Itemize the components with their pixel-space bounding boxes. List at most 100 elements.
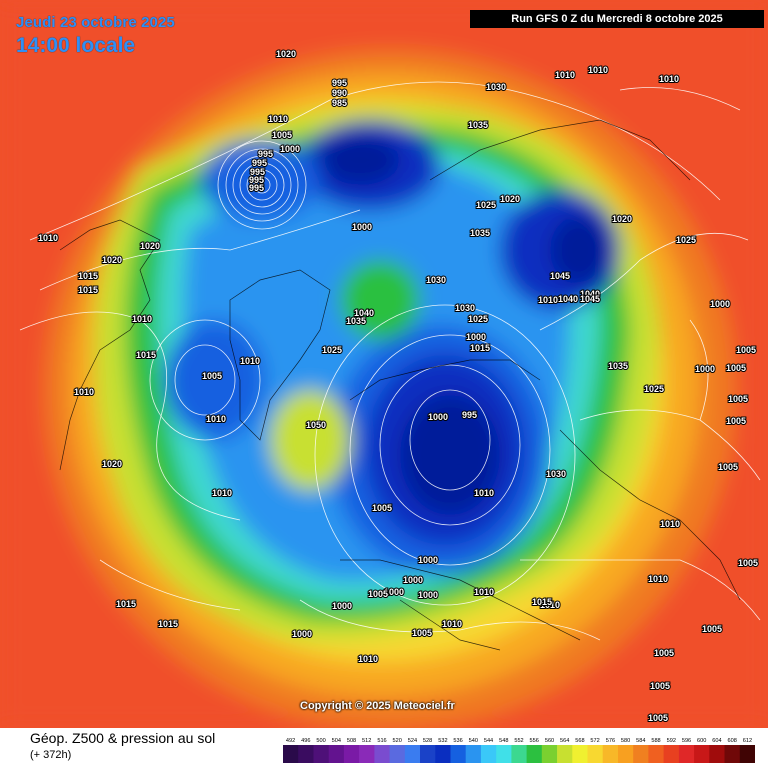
geopotential-field: [0, 0, 768, 728]
legend-swatch: [298, 745, 314, 763]
pressure-label: 1005: [718, 462, 738, 472]
legend-value: 500: [316, 738, 325, 744]
legend-swatch: [694, 745, 710, 763]
pressure-label: 1010: [240, 356, 260, 366]
pressure-label: 1005: [736, 345, 756, 355]
pressure-label: 1005: [368, 589, 388, 599]
pressure-label: 1040: [580, 289, 600, 299]
pressure-label: 1005: [726, 363, 746, 373]
pressure-label: 1010: [212, 488, 232, 498]
pressure-label: 1025: [322, 345, 342, 355]
pressure-label: 1005: [372, 503, 392, 513]
pressure-label: 995: [462, 410, 477, 420]
pressure-label: 1025: [468, 314, 488, 324]
pressure-label: 1015: [532, 597, 552, 607]
legend-swatch: [465, 745, 482, 763]
pressure-label: 1035: [470, 228, 490, 238]
legend-value: 588: [651, 738, 660, 744]
pressure-label: 1010: [474, 587, 494, 597]
pressure-label: 1010: [132, 314, 152, 324]
legend-swatch: [343, 745, 360, 763]
pressure-label: 1005: [702, 624, 722, 634]
isobars: [19, 81, 761, 641]
legend-swatch: [602, 745, 619, 763]
pressure-label: 1020: [102, 459, 122, 469]
pressure-label: 1045: [580, 294, 600, 304]
legend-value: 492: [286, 738, 295, 744]
pressure-label: 1015: [116, 599, 136, 609]
legend-value: 608: [728, 738, 737, 744]
pressure-label: 1010: [540, 600, 560, 610]
legend-swatch: [404, 745, 421, 763]
copyright: Copyright © 2025 Meteociel.fr: [300, 700, 455, 712]
pressure-label: 1030: [455, 303, 475, 313]
legend-swatch: [572, 745, 588, 763]
legend-swatch: [374, 745, 390, 763]
pressure-label: 1010: [660, 519, 680, 529]
legend-value: 560: [545, 738, 554, 744]
color-legend: 492 496 500 504 508 512 516 520 524 528 532 536 540 5…: [283, 738, 755, 763]
legend-value: 592: [667, 738, 676, 744]
pressure-label: 1030: [546, 469, 566, 479]
legend-value: 520: [393, 738, 402, 744]
pressure-label: 1025: [476, 200, 496, 210]
pressure-label: 995: [258, 149, 273, 159]
legend-value: 496: [301, 738, 310, 744]
pressure-label: 995: [249, 175, 264, 185]
pressure-label: 1010: [268, 114, 288, 124]
pressure-label: 1000: [403, 575, 423, 585]
map-title: Géop. Z500 & pression au sol: [30, 730, 216, 746]
pressure-label: 1010: [538, 295, 558, 305]
legend-swatch: [283, 745, 299, 763]
pressure-label: 1005: [272, 130, 292, 140]
legend-swatch: [587, 745, 604, 763]
legend-value: 544: [484, 738, 493, 744]
pressure-label: 1015: [158, 619, 178, 629]
legend-swatch: [633, 745, 649, 763]
legend-value: 528: [423, 738, 432, 744]
legend-value: 536: [453, 738, 462, 744]
forecast-date: Jeudi 23 octobre 2025: [16, 14, 175, 31]
pressure-label: 1000: [332, 601, 352, 611]
legend-value: 596: [682, 738, 691, 744]
legend-swatch: [313, 745, 330, 763]
pressure-label: 1005: [738, 558, 758, 568]
pressure-label: 1040: [558, 294, 578, 304]
pressure-label: 1000: [292, 629, 312, 639]
pressure-label: 1005: [650, 681, 670, 691]
pressure-label: 1000: [280, 144, 300, 154]
legend-swatch: [480, 745, 497, 763]
pressure-label: 1010: [648, 574, 668, 584]
pressure-label-group: 1020 995 990 985 1030 1010 1010 1010 101…: [37, 48, 759, 724]
forecast-lead: (+ 372h): [30, 749, 72, 761]
pressure-label: 1020: [102, 255, 122, 265]
legend-swatch: [359, 745, 375, 763]
pressure-label: 1010: [474, 488, 494, 498]
legend-swatch: [420, 745, 436, 763]
legend-swatch: [511, 745, 527, 763]
forecast-time: 14:00 locale: [16, 34, 136, 57]
legend-value: 600: [697, 738, 706, 744]
pressure-label: 1035: [468, 120, 488, 130]
legend-swatch: [618, 745, 634, 763]
pressure-label: 1015: [78, 285, 98, 295]
pressure-label: 995: [332, 78, 347, 88]
pressure-label: 1005: [412, 628, 432, 638]
pressure-label: 1020: [500, 194, 520, 204]
weather-map: 1020 995 990 985 1030 1010 1010 1010 101…: [0, 0, 768, 728]
legend-swatch: [450, 745, 467, 763]
pressure-label: 1010: [358, 654, 378, 664]
legend-swatch: [557, 745, 573, 763]
legend-swatch: [389, 745, 406, 763]
pressure-label: 1000: [418, 590, 438, 600]
legend-swatch: [526, 745, 543, 763]
pressure-label: 1015: [470, 343, 490, 353]
run-info: Run GFS 0 Z du Mercredi 8 octobre 2025: [470, 10, 764, 28]
pressure-label: 1020: [276, 49, 296, 59]
pressure-label: 1010: [442, 619, 462, 629]
pressure-label: 1005: [202, 371, 222, 381]
legend-value: 540: [469, 738, 478, 744]
legend-value: 604: [712, 738, 721, 744]
pressure-label: 1010: [206, 414, 226, 424]
legend-swatch: [496, 745, 512, 763]
